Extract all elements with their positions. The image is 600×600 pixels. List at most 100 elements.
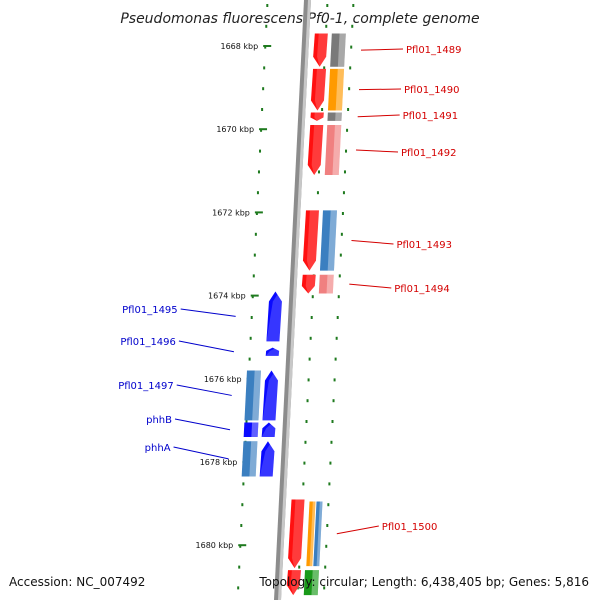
label-leader-line bbox=[174, 418, 231, 431]
cog-bar bbox=[244, 370, 261, 421]
track-dot bbox=[306, 399, 309, 403]
gene-arrow-forward[interactable] bbox=[302, 210, 320, 271]
gene-arrow-forward[interactable] bbox=[301, 274, 319, 294]
label-leader-line bbox=[359, 88, 402, 91]
scale-tick-label: 1678 kbp bbox=[200, 458, 238, 467]
gene-arrow-forward[interactable] bbox=[307, 125, 325, 175]
track-dot bbox=[297, 586, 300, 590]
cog-bar bbox=[306, 501, 316, 567]
track-dot bbox=[257, 170, 260, 174]
track-dot bbox=[340, 232, 343, 236]
gene-label[interactable]: Pfl01_1496 bbox=[120, 337, 176, 348]
track-dot bbox=[240, 524, 243, 527]
track-dot bbox=[346, 128, 349, 132]
track-dot bbox=[347, 108, 350, 111]
track-dot bbox=[324, 565, 327, 569]
genome-backbone bbox=[274, 0, 311, 600]
gene-label[interactable]: Pfl01_1490 bbox=[404, 85, 460, 96]
track-dot bbox=[339, 253, 342, 257]
scale-tick-label: 1674 kbp bbox=[208, 292, 246, 301]
gene-labels: Pfl01_1489 Pfl01_1490 Pfl01_1491 Pfl01_1492… bbox=[118, 45, 462, 535]
track-dot bbox=[262, 87, 265, 91]
track-dot bbox=[253, 253, 256, 257]
gene-label[interactable]: Pfl01_1497 bbox=[118, 381, 174, 392]
track-dot bbox=[307, 378, 310, 382]
map-title: Pseudomonas fluorescens Pf0-1, complete … bbox=[120, 11, 479, 27]
gene-label[interactable]: Pfl01_1494 bbox=[394, 284, 450, 295]
track-dot bbox=[308, 357, 311, 361]
track-dot bbox=[349, 66, 352, 70]
track-dot bbox=[252, 274, 255, 278]
track-dot bbox=[298, 565, 301, 569]
gene-arrow-reverse[interactable] bbox=[261, 422, 279, 438]
track-dot bbox=[326, 524, 329, 527]
gene-arrow-forward[interactable] bbox=[286, 570, 304, 596]
cog-bar bbox=[241, 441, 258, 477]
track-dot bbox=[265, 24, 268, 28]
gene-label[interactable]: Pfl01_1495 bbox=[122, 305, 178, 316]
track-dot bbox=[261, 108, 264, 111]
track-dot bbox=[329, 461, 332, 465]
gene-label[interactable]: phhA bbox=[145, 443, 171, 454]
track-dot bbox=[263, 66, 266, 70]
gene-label[interactable]: Pfl01_1500 bbox=[382, 522, 438, 533]
track-dot bbox=[309, 336, 312, 340]
track-dot bbox=[254, 232, 257, 236]
gene-arrow-reverse[interactable] bbox=[265, 347, 283, 356]
track-dot bbox=[248, 357, 251, 361]
scale-tick-label: 1668 kbp bbox=[220, 42, 258, 51]
gene-label[interactable]: Pfl01_1492 bbox=[401, 148, 457, 159]
label-leader-line bbox=[178, 340, 235, 353]
track-dot bbox=[348, 87, 351, 91]
track-dot bbox=[302, 482, 305, 486]
gene-arrow-forward[interactable] bbox=[310, 112, 328, 121]
track-dot bbox=[335, 336, 338, 340]
track-dot bbox=[239, 544, 242, 548]
track-dot bbox=[323, 586, 326, 590]
track-dot bbox=[332, 399, 335, 403]
track-dot bbox=[305, 420, 308, 423]
track-dot bbox=[250, 316, 253, 319]
track-dot bbox=[259, 149, 262, 153]
track-dot bbox=[342, 191, 345, 195]
label-leader-line bbox=[349, 283, 392, 289]
cog-bar bbox=[318, 274, 334, 294]
track-dot bbox=[352, 4, 355, 7]
track-dot bbox=[338, 274, 341, 278]
track-dot bbox=[264, 45, 267, 49]
track-dot bbox=[242, 482, 245, 486]
gene-label[interactable]: phhB bbox=[146, 415, 172, 426]
gene-label[interactable]: Pfl01_1493 bbox=[396, 240, 452, 251]
track-dot bbox=[336, 316, 339, 319]
track-dot bbox=[317, 170, 320, 174]
track-dot bbox=[260, 128, 263, 132]
accession-text: Accession: NC_007492 bbox=[9, 575, 146, 589]
track-dot bbox=[266, 4, 269, 7]
gene-arrow-reverse[interactable] bbox=[259, 441, 277, 477]
track-dot bbox=[326, 4, 329, 7]
gene-arrow-reverse[interactable] bbox=[266, 291, 284, 342]
gene-arrow-reverse[interactable] bbox=[262, 370, 280, 421]
scale-ticks: 1668 kbp 1670 kbp 1672 kbp 1674 kbp 1676 kbp… bbox=[196, 42, 272, 550]
cog-bar bbox=[324, 125, 342, 175]
track-dot bbox=[251, 295, 254, 299]
track-dot bbox=[343, 170, 346, 174]
track-dot bbox=[321, 108, 324, 111]
label-leader-line bbox=[180, 308, 236, 317]
gene-label[interactable]: Pfl01_1491 bbox=[403, 111, 459, 122]
track-dot bbox=[331, 420, 334, 423]
gene-arrow-forward[interactable] bbox=[288, 499, 305, 569]
gene-arrow-forward[interactable] bbox=[310, 68, 328, 111]
cog-bar bbox=[327, 112, 342, 121]
track-dot bbox=[311, 295, 314, 299]
track-dot bbox=[249, 336, 252, 340]
gene-label[interactable]: Pfl01_1489 bbox=[406, 45, 462, 56]
label-leader-line bbox=[176, 384, 232, 396]
gene-arrow-forward[interactable] bbox=[313, 33, 331, 67]
label-leader-line bbox=[355, 149, 399, 153]
track-dot bbox=[245, 420, 248, 423]
label-leader-line bbox=[360, 48, 404, 51]
track-dot bbox=[237, 586, 240, 590]
cog-bar bbox=[319, 210, 337, 271]
cog-bar bbox=[327, 68, 345, 111]
